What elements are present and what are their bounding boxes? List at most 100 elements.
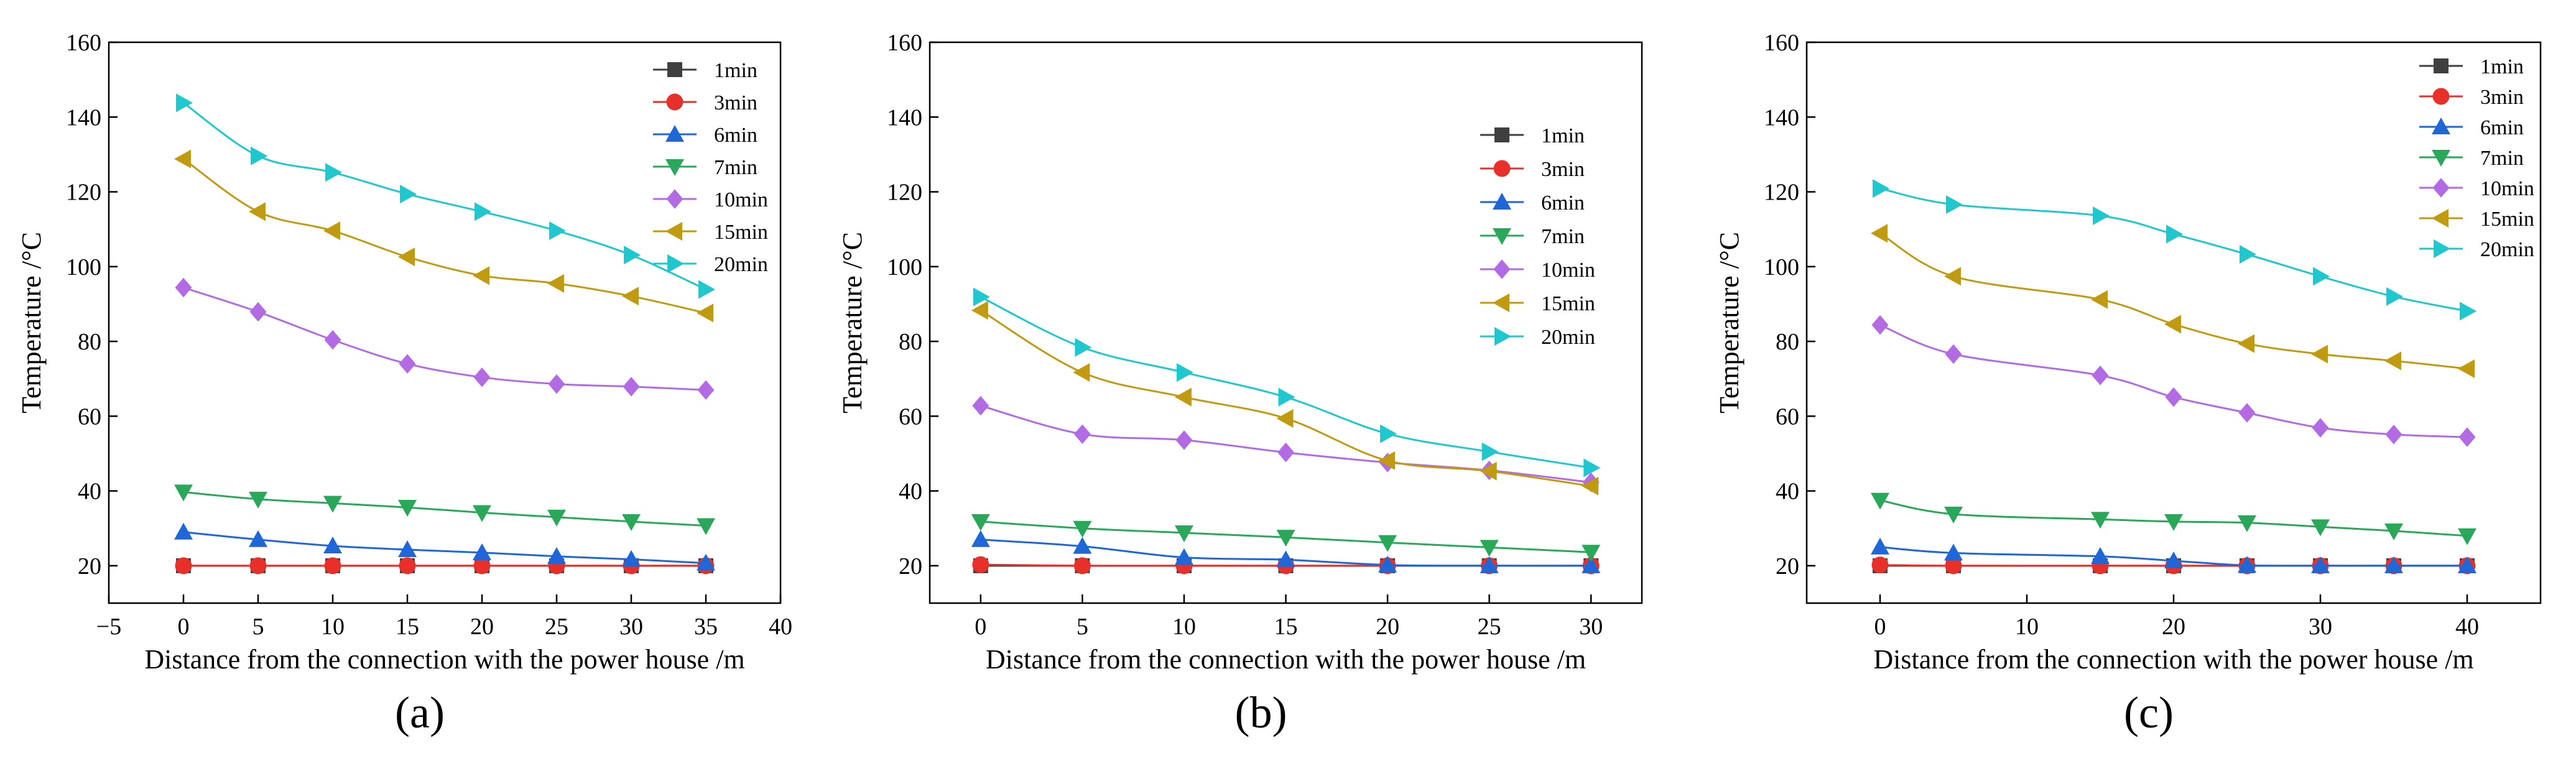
data-point (2384, 523, 2403, 540)
x-tick-label: 0 (178, 614, 190, 640)
data-point (973, 287, 990, 307)
data-point (971, 530, 990, 547)
legend-marker (2432, 88, 2450, 105)
data-point (475, 202, 491, 221)
y-tick-label: 40 (78, 479, 101, 505)
data-point (2240, 244, 2256, 264)
legend-item-20min: 20min (2419, 238, 2534, 261)
data-point (2166, 224, 2183, 244)
legend-marker (2434, 239, 2450, 258)
series-15min (971, 301, 1599, 496)
legend-label: 3min (1541, 158, 1585, 181)
data-point (2458, 359, 2475, 378)
series-line (1879, 546, 2468, 567)
data-point (2164, 552, 2183, 569)
x-tick-label: 30 (2309, 614, 2332, 640)
legend-marker (1493, 228, 1511, 245)
data-point (698, 280, 715, 299)
legend-marker (2432, 178, 2450, 198)
y-axis-label: Temperature /°C (1714, 232, 1744, 413)
data-point (1583, 458, 1601, 478)
series-line (1879, 499, 2468, 537)
data-point (398, 540, 417, 558)
x-tick-label: 10 (1172, 614, 1196, 640)
x-axis-label: Distance from the connection with the po… (1873, 644, 2473, 675)
data-point (1944, 543, 1963, 561)
x-tick-label: 20 (470, 614, 494, 640)
chart-panel-a: −5 0 5 10 15 20 25 30 35 40 20 40 60 80 100 120 140 160 Di… (16, 30, 792, 737)
data-point (2165, 387, 2182, 407)
data-point (174, 149, 191, 169)
series-line (183, 158, 707, 314)
data-point (2312, 418, 2329, 438)
legend-marker (1493, 193, 1511, 210)
y-tick-label: 20 (899, 553, 922, 579)
legend-item-10min: 10min (1480, 259, 1595, 282)
x-tick-label: 20 (2162, 614, 2185, 640)
legend-item-1min: 1min (2419, 55, 2524, 78)
y-tick-label: 120 (887, 180, 922, 206)
data-point (1175, 430, 1193, 450)
x-tick-label: 25 (545, 614, 568, 640)
series-20min (973, 287, 1601, 478)
data-point (547, 274, 564, 293)
data-point (1276, 409, 1294, 428)
legend-item-10min: 10min (653, 188, 768, 211)
x-tick-label: 30 (1579, 614, 1603, 640)
legend-marker (666, 189, 683, 209)
data-point (1278, 387, 1295, 407)
series-10min (1871, 315, 2476, 447)
legend-item-1min: 1min (1480, 124, 1585, 147)
y-tick-label: 60 (899, 404, 922, 430)
data-point (2164, 315, 2181, 334)
data-point (1378, 451, 1396, 470)
legend: 1min 3min 6min 7min 10min 15min 20min (2419, 55, 2534, 261)
legend-label: 1min (714, 59, 758, 82)
legend-label: 10min (1541, 259, 1595, 282)
series-15min (1871, 224, 2475, 378)
legend-label: 6min (1541, 192, 1585, 215)
x-tick-label: 35 (694, 614, 718, 640)
y-axis-label: Temperature /°C (16, 232, 47, 413)
legend-label: 3min (714, 91, 758, 114)
series-line (183, 531, 707, 565)
y-tick-label: 60 (1776, 404, 1799, 430)
series-20min (1873, 179, 2476, 321)
data-point (1871, 492, 1889, 510)
legend-item-10min: 10min (2419, 177, 2534, 200)
x-tick-label: 5 (1077, 614, 1088, 640)
series-line (183, 491, 707, 527)
legend-item-6min: 6min (2419, 116, 2524, 139)
series-10min (972, 395, 1600, 492)
y-tick-label: 160 (66, 30, 101, 56)
series-line (1879, 324, 2468, 438)
x-tick-label: 15 (1274, 614, 1298, 640)
data-point (473, 266, 489, 285)
data-point (473, 505, 491, 522)
data-point (2384, 351, 2401, 371)
data-point (1481, 442, 1499, 461)
data-point (176, 93, 193, 113)
legend-marker (667, 62, 682, 77)
legend-marker (2432, 118, 2450, 134)
data-point (249, 557, 267, 575)
series-7min (971, 514, 1601, 562)
data-point (1582, 556, 1601, 573)
data-point (324, 557, 341, 575)
data-point (2238, 403, 2256, 423)
chart-panel-b: 0 5 10 15 20 25 30 20 40 60 80 100 120 140 160 Distance… (837, 30, 1643, 737)
data-point (1073, 520, 1092, 538)
plot-frame (108, 41, 782, 604)
x-tick-label: 30 (619, 614, 643, 640)
y-tick-label: 80 (1776, 329, 1799, 355)
chart-panel-c: 0 10 20 30 40 20 40 60 80 100 120 140 160 Distance fr… (1714, 30, 2542, 737)
legend-label: 10min (714, 188, 768, 211)
legend-item-20min: 20min (653, 253, 768, 276)
data-point (249, 202, 266, 221)
legend-item-15min: 15min (1480, 292, 1595, 315)
data-point (2164, 514, 2183, 531)
data-point (622, 550, 641, 567)
data-point (971, 514, 990, 531)
data-point (623, 377, 640, 397)
